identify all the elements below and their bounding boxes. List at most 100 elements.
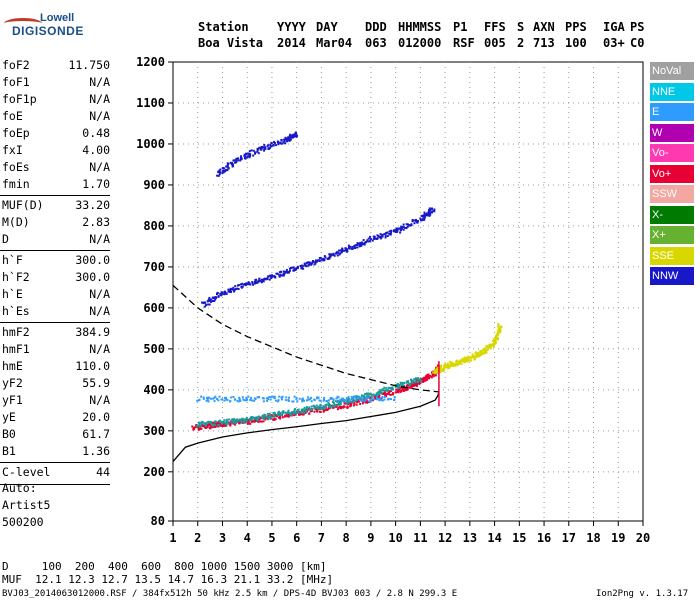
trace-point: [433, 210, 436, 213]
trace-point: [483, 351, 486, 354]
trace-point: [360, 399, 363, 402]
trace-point: [434, 370, 437, 373]
trace-point: [377, 235, 380, 238]
trace-point: [293, 268, 296, 271]
trace-point: [323, 255, 326, 258]
param-value: 0.48: [82, 126, 110, 140]
trace-point: [232, 395, 235, 398]
trace-point: [247, 282, 250, 285]
trace-point: [339, 252, 342, 255]
trace-point: [352, 404, 355, 407]
param-key: foEp: [2, 126, 30, 140]
trace-point: [260, 145, 263, 148]
trace-point: [416, 220, 419, 223]
trace-point: [412, 383, 415, 386]
trace-point: [481, 351, 484, 354]
param-key: foF1p: [2, 92, 37, 106]
trace-point: [354, 399, 357, 402]
trace-point: [230, 396, 233, 399]
header-label-6: FFS: [484, 20, 506, 34]
trace-point: [271, 415, 274, 418]
trace-point: [322, 399, 325, 402]
trace-point: [402, 389, 405, 392]
trace-point: [329, 405, 332, 408]
trace-point: [243, 154, 246, 157]
x-tick-label: 14: [487, 531, 501, 545]
header-label-9: PPS: [565, 20, 587, 34]
trace-point: [495, 341, 498, 344]
trace-point: [440, 370, 443, 373]
param-row: h`F 300.0: [2, 253, 110, 270]
trace-point: [355, 395, 358, 398]
trace-point: [400, 382, 403, 385]
param-key: yE: [2, 410, 16, 424]
trace-point: [499, 328, 502, 331]
param-row: h`Es N/A: [2, 304, 110, 321]
y-tick-label: 500: [143, 342, 165, 356]
trace-point: [277, 416, 280, 419]
trace-point: [347, 244, 350, 247]
trace-point: [328, 403, 331, 406]
trace-point: [256, 150, 259, 153]
trace-point: [239, 159, 242, 162]
trace-point: [229, 424, 232, 427]
trace-point: [406, 381, 409, 384]
trace-point: [261, 414, 264, 417]
trace-point: [214, 395, 217, 398]
trace-point: [348, 246, 351, 249]
trace-point: [408, 224, 411, 227]
trace-point: [218, 395, 221, 398]
trace-point: [361, 402, 364, 405]
trace-point: [415, 377, 418, 380]
trace-point: [360, 244, 363, 247]
param-separator: [0, 322, 110, 323]
trace-point: [318, 405, 321, 408]
trace-point: [384, 236, 387, 239]
trace-point: [236, 399, 239, 402]
trace-point: [365, 397, 368, 400]
trace-point: [279, 415, 282, 418]
header-value-4: 012000: [398, 36, 442, 50]
trace-point: [242, 398, 245, 401]
trace-point: [411, 384, 414, 387]
trace-point: [239, 418, 242, 421]
trace-point: [288, 414, 291, 417]
header-value-11: C0: [630, 36, 645, 50]
trace-point: [335, 251, 338, 254]
trace-point: [354, 244, 357, 247]
param-row: foF1 N/A: [2, 75, 110, 92]
trace-point: [221, 398, 224, 401]
param-key: h`E: [2, 287, 23, 301]
trace-point: [283, 138, 286, 141]
trace-point: [362, 394, 365, 397]
trace-point: [204, 426, 207, 429]
trace-point: [284, 414, 287, 417]
trace-point: [456, 360, 459, 363]
trace-point: [221, 172, 224, 175]
trace-point: [364, 401, 367, 404]
trace-point: [485, 346, 488, 349]
trace-point: [406, 223, 409, 226]
trace-point: [409, 379, 412, 382]
trace-point: [341, 250, 344, 253]
param-key: fmin: [2, 177, 30, 191]
trace-point: [450, 363, 453, 366]
trace-point: [237, 421, 240, 424]
trace-point: [417, 377, 420, 380]
trace-point: [388, 387, 391, 390]
trace-point: [280, 414, 283, 417]
trace-point: [440, 368, 443, 371]
trace-point: [383, 392, 386, 395]
trace-point: [358, 244, 361, 247]
trace-point: [370, 398, 373, 401]
trace-point: [268, 412, 271, 415]
trace-point: [253, 399, 256, 402]
trace-point: [299, 264, 302, 267]
trace-point: [445, 363, 448, 366]
trace-point: [445, 366, 448, 369]
trace-point: [278, 395, 281, 398]
trace-point: [336, 395, 339, 398]
trace-point: [254, 151, 257, 154]
param-value: 2.83: [82, 215, 110, 229]
trace-point: [432, 375, 435, 378]
